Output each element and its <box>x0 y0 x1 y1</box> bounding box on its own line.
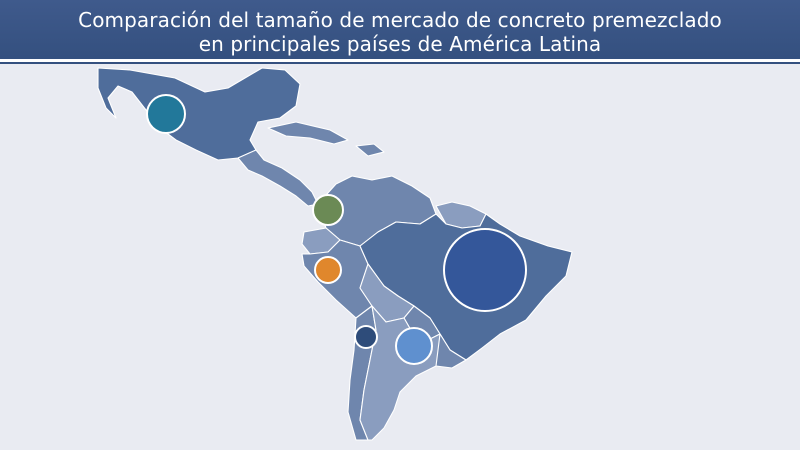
title-line-2: en principales países de América Latina <box>198 32 602 56</box>
country-central-america[interactable] <box>237 149 319 207</box>
island-cuba[interactable] <box>267 121 349 145</box>
latin-america-map <box>97 67 573 441</box>
bubble-argentina[interactable] <box>395 327 433 365</box>
title-banner: Comparación del tamaño de mercado de con… <box>0 0 800 62</box>
bubble-brazil[interactable] <box>443 228 527 312</box>
title-line-1: Comparación del tamaño de mercado de con… <box>78 8 722 32</box>
country-uruguay[interactable] <box>435 333 467 369</box>
bubble-peru[interactable] <box>314 256 342 284</box>
bubble-colombia[interactable] <box>312 194 344 226</box>
bubble-chile[interactable] <box>354 325 378 349</box>
bubble-mexico[interactable] <box>146 94 186 134</box>
country-mexico[interactable] <box>97 67 301 161</box>
island-hispaniola[interactable] <box>355 143 385 157</box>
map-area <box>0 66 800 450</box>
